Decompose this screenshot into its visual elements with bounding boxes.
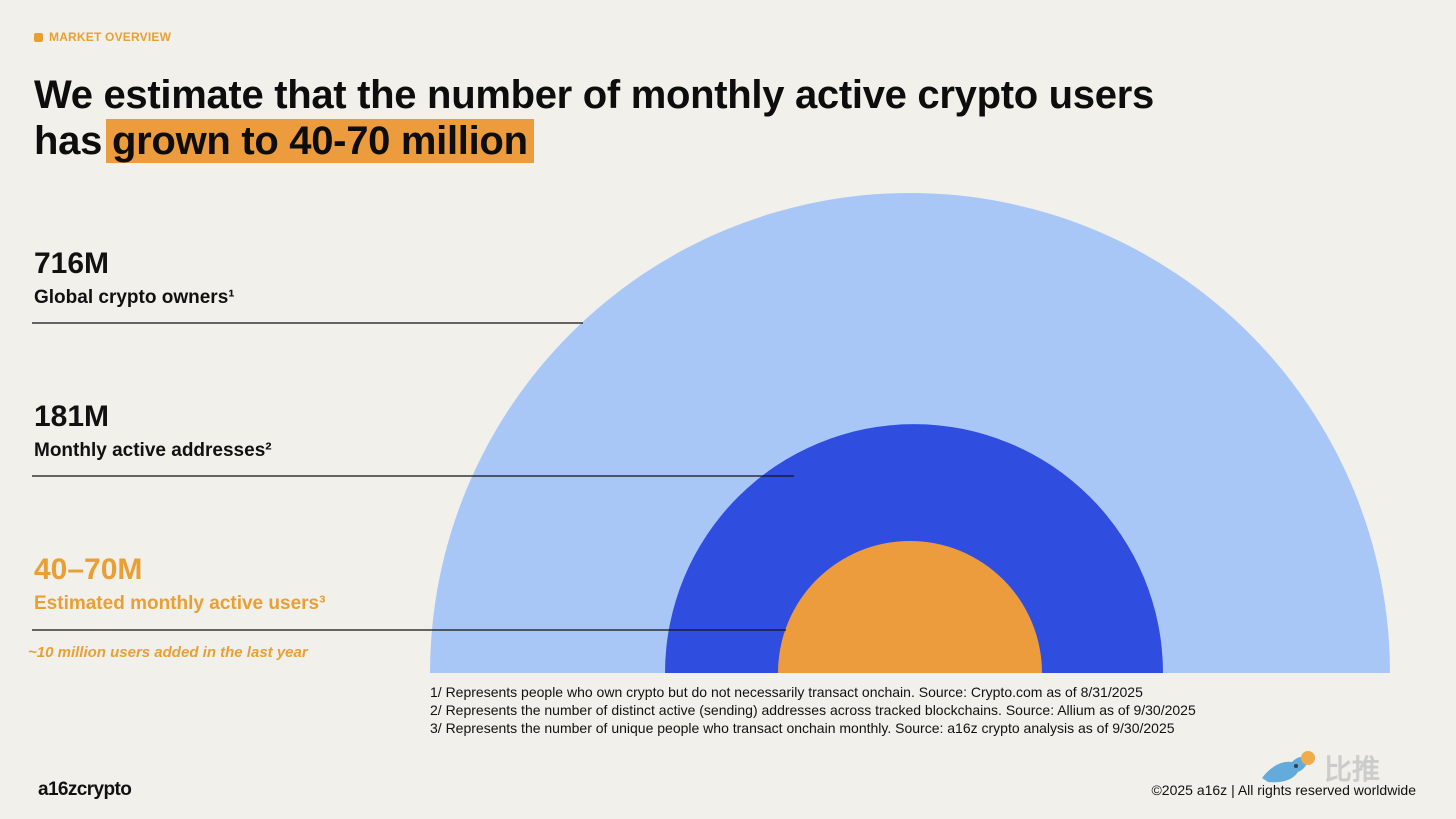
tag-square-icon	[34, 32, 43, 42]
stat-active-addresses: 181M Monthly active addresses²	[34, 400, 272, 464]
growth-note: ~10 million users added in the last year	[28, 644, 308, 661]
copyright: ©2025 a16z | All rights reserved worldwi…	[1151, 782, 1416, 798]
section-tag: MARKET OVERVIEW	[34, 30, 171, 44]
headline-prefix: has	[34, 119, 103, 163]
stat-label: Monthly active addresses²	[34, 440, 272, 461]
footnotes: 1/ Represents people who own crypto but …	[430, 683, 1196, 737]
stat-global-owners: 716M Global crypto owners¹	[34, 247, 235, 311]
bird-icon	[1262, 751, 1315, 783]
page-title: We estimate that the number of monthly a…	[34, 72, 1274, 164]
semicircle-active-users	[778, 541, 1042, 673]
section-tag-label: MARKET OVERVIEW	[49, 30, 172, 44]
footnote-3: 3/ Represents the number of unique peopl…	[430, 720, 1175, 736]
headline-highlight: grown to 40-70 million	[106, 119, 534, 163]
headline-line1: We estimate that the number of monthly a…	[34, 73, 1154, 117]
stat-value: 40–70M	[34, 553, 143, 586]
stat-value: 716M	[34, 247, 110, 280]
footnote-1: 1/ Represents people who own crypto but …	[430, 684, 1143, 700]
a16z-logo: a16zcrypto	[38, 779, 132, 800]
stat-active-users: 40–70M Estimated monthly active users³	[34, 553, 325, 617]
stat-label: Global crypto owners¹	[34, 287, 235, 308]
watermark-text: 比推	[1324, 753, 1381, 786]
stat-label: Estimated monthly active users³	[34, 593, 326, 614]
stat-value: 181M	[34, 400, 110, 433]
watermark: 比推	[1258, 748, 1380, 788]
footnote-2: 2/ Represents the number of distinct act…	[430, 702, 1196, 718]
